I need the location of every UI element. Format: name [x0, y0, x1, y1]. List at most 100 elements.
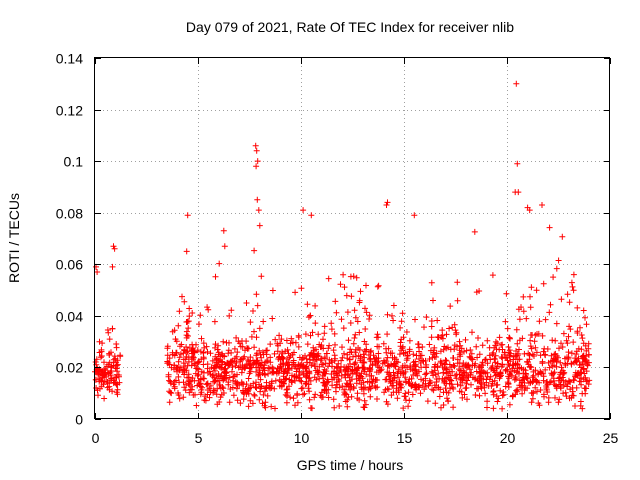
data-point [426, 356, 433, 362]
data-point [481, 382, 488, 388]
data-point [577, 324, 583, 331]
data-point [263, 379, 270, 386]
data-point [367, 393, 374, 400]
data-point [181, 346, 188, 353]
data-point [542, 352, 549, 359]
data-point [178, 341, 185, 348]
data-point [389, 382, 396, 389]
data-point [299, 385, 306, 391]
data-point [565, 378, 572, 385]
data-point [503, 366, 510, 373]
data-point [391, 362, 398, 369]
data-point [356, 346, 363, 353]
data-point [527, 304, 534, 311]
data-point [548, 370, 555, 377]
data-point [211, 318, 218, 325]
data-point [114, 391, 121, 398]
data-point [271, 385, 278, 392]
data-point [268, 380, 275, 387]
data-point [226, 374, 233, 381]
data-point [260, 318, 267, 325]
data-point [97, 354, 104, 361]
data-point [539, 332, 546, 339]
data-point [549, 337, 556, 344]
data-point [390, 302, 397, 309]
data-point [568, 350, 575, 357]
data-point [362, 384, 369, 391]
data-point [491, 344, 498, 351]
data-point [491, 377, 498, 384]
data-point [349, 367, 356, 374]
data-point [485, 383, 492, 389]
data-point [103, 373, 110, 380]
data-point [447, 303, 454, 310]
data-point [184, 212, 191, 219]
data-point [514, 386, 521, 393]
data-point [399, 343, 406, 350]
data-point [570, 271, 577, 278]
data-point [414, 372, 421, 379]
data-point [326, 360, 333, 367]
data-point [519, 335, 526, 342]
data-point [204, 369, 211, 376]
data-point [198, 335, 205, 342]
data-point [169, 328, 176, 335]
data-point [535, 400, 542, 407]
data-point [409, 391, 416, 398]
data-point [255, 207, 262, 214]
data-point [564, 291, 571, 298]
data-point [524, 358, 530, 365]
data-point [435, 334, 442, 340]
data-point [469, 356, 476, 363]
data-point [333, 372, 340, 379]
data-point [511, 376, 518, 383]
data-point [529, 351, 536, 358]
data-point [405, 403, 412, 410]
data-point [181, 369, 188, 376]
data-point [535, 330, 542, 337]
data-point [354, 318, 361, 325]
data-point [286, 365, 293, 372]
data-point [344, 355, 351, 362]
data-point [476, 392, 483, 399]
data-point [466, 353, 473, 360]
data-point [314, 369, 321, 376]
data-point [437, 386, 444, 393]
data-point [560, 330, 567, 337]
data-point [298, 385, 305, 392]
data-point [213, 391, 220, 398]
data-point [256, 222, 263, 229]
data-point [104, 379, 111, 385]
data-point [390, 369, 397, 376]
data-point [342, 390, 349, 397]
data-point [482, 390, 489, 397]
data-point [234, 397, 241, 404]
data-point [254, 158, 261, 165]
data-point [360, 390, 367, 397]
data-point [300, 391, 306, 398]
data-point [513, 387, 520, 394]
data-point [253, 385, 260, 391]
data-point [494, 340, 501, 347]
data-point [524, 385, 531, 392]
data-point [251, 247, 258, 254]
data-point [523, 315, 530, 322]
data-point [373, 354, 379, 361]
data-point [300, 354, 306, 361]
data-point [506, 334, 513, 341]
data-point [230, 392, 237, 399]
data-point [194, 359, 201, 366]
data-point [468, 381, 474, 388]
data-point [384, 199, 391, 206]
data-point [374, 283, 381, 290]
data-point [306, 359, 313, 366]
data-point [475, 335, 481, 341]
data-point [563, 393, 570, 400]
data-point [417, 352, 424, 359]
data-point [202, 393, 209, 400]
data-point [202, 397, 209, 404]
data-point [209, 357, 216, 364]
data-point [558, 340, 564, 347]
data-point [406, 337, 413, 344]
